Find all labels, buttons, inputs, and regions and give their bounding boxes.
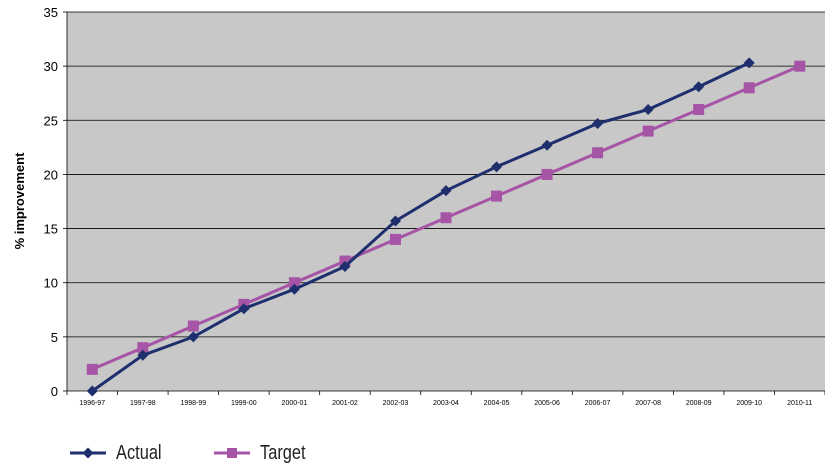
data-point-actual (541, 139, 553, 151)
x-tick-label: 2006-07 (585, 400, 611, 407)
x-tick-label: 1997-98 (130, 400, 156, 407)
y-tick-label: 10 (44, 276, 58, 291)
x-tick-label: 2002-03 (383, 400, 409, 407)
y-tick-label: 0 (51, 384, 58, 399)
legend-item-actual: Actual (70, 442, 172, 465)
actual-legend-swatch (70, 447, 106, 459)
x-tick-label: 1996-97 (79, 400, 105, 407)
data-point-target (86, 363, 98, 375)
y-tick-label: 15 (44, 222, 58, 237)
data-point-target (592, 147, 604, 159)
x-tick-label: 1999-00 (231, 400, 257, 407)
series-layer (86, 57, 806, 397)
gridlines (66, 11, 825, 392)
x-tick-label: 2001-02 (332, 400, 358, 407)
data-point-target (794, 60, 806, 72)
data-point-actual (491, 161, 503, 173)
data-point-target (137, 342, 149, 354)
y-axis-ticks: 0 5 10 15 20 25 30 35 (44, 5, 67, 399)
data-point-target (187, 320, 199, 332)
data-point-actual (288, 283, 300, 295)
data-point-actual (339, 260, 351, 272)
y-tick-label: 30 (44, 59, 58, 74)
series-line-actual (91, 61, 750, 393)
x-tick-label: 2000-01 (282, 400, 308, 407)
x-tick-label: 2003-04 (433, 400, 459, 407)
data-point-actual (440, 185, 452, 197)
data-point-target (541, 168, 553, 180)
x-axis-ticks: 1996-97 1997-98 1998-99 1999-00 2000-01 2001-… (66, 391, 825, 407)
data-point-actual (86, 385, 98, 397)
y-tick-label: 35 (44, 5, 58, 20)
x-tick-label: 2009-10 (736, 400, 762, 407)
data-point-actual (238, 303, 250, 315)
x-tick-label: 2010-11 (787, 400, 812, 407)
data-point-target (389, 233, 401, 245)
data-point-actual (137, 349, 149, 361)
data-point-actual (743, 57, 755, 69)
data-point-target (743, 82, 755, 94)
y-tick-label: 25 (44, 113, 58, 128)
plot-area (67, 12, 825, 391)
legend: Actual Target (70, 438, 357, 468)
data-point-target (693, 103, 705, 115)
y-tick-label: 20 (44, 167, 58, 182)
x-tick-label: 2004-05 (484, 400, 510, 407)
legend-label-actual: Actual (116, 441, 162, 464)
series-actual (86, 57, 755, 397)
x-tick-label: 2007-08 (635, 400, 661, 407)
x-tick-label: 1998-99 (180, 400, 206, 407)
target-legend-swatch (213, 448, 250, 458)
data-point-target (440, 212, 452, 224)
data-point-target (642, 125, 654, 137)
data-point-actual (389, 215, 401, 227)
data-point-actual (187, 331, 199, 343)
data-point-actual (693, 81, 705, 93)
data-point-target (288, 277, 300, 289)
y-tick-label: 5 (51, 330, 58, 345)
y-axis-label: % improvement (12, 152, 27, 249)
data-point-actual (592, 118, 604, 130)
legend-label-target: Target (259, 441, 306, 464)
data-point-actual (642, 103, 654, 115)
x-tick-label: 2008-09 (686, 400, 712, 407)
x-tick-label: 2005-06 (534, 400, 560, 407)
data-point-target (491, 190, 503, 202)
legend-item-target: Target (213, 441, 316, 465)
